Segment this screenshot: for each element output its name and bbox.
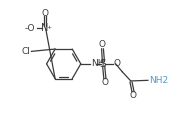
- Text: S: S: [100, 59, 107, 69]
- Text: N: N: [41, 23, 48, 33]
- Text: O: O: [129, 91, 136, 100]
- Text: Cl: Cl: [21, 47, 30, 56]
- Text: O: O: [114, 59, 121, 68]
- Text: -O: -O: [25, 24, 35, 33]
- Text: O: O: [102, 78, 109, 87]
- Text: NH: NH: [91, 59, 105, 68]
- Text: O: O: [41, 9, 48, 18]
- Text: NH2: NH2: [149, 76, 168, 85]
- Text: O: O: [99, 40, 106, 49]
- Text: +: +: [47, 25, 52, 30]
